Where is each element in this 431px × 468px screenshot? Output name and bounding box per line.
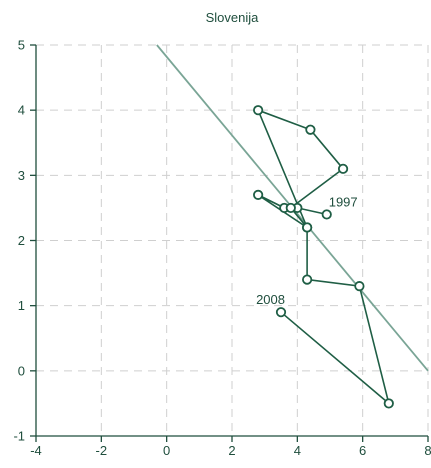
point-annotation: 2008	[256, 292, 285, 307]
data-point	[302, 222, 313, 233]
data-point	[275, 307, 287, 318]
data-point	[354, 281, 365, 292]
point-annotation: 1997	[329, 194, 358, 209]
y-tick-label: 4	[18, 103, 25, 118]
annotations: 1997 2008	[256, 194, 358, 307]
data-point	[253, 189, 264, 200]
data-point	[253, 105, 264, 116]
y-tick-label: 3	[18, 168, 25, 183]
grid-lines	[36, 44, 429, 436]
series-group	[253, 105, 394, 409]
data-point	[383, 398, 394, 409]
y-tick-label: 5	[18, 38, 25, 53]
data-point	[337, 163, 349, 174]
y-tick-label: 2	[18, 233, 25, 248]
x-tick-label: -2	[96, 443, 108, 458]
data-point	[305, 124, 316, 135]
x-tick-label: 0	[163, 443, 170, 458]
series-path	[256, 108, 391, 406]
y-tick-label: -1	[13, 429, 25, 444]
y-tick-label: 0	[18, 363, 25, 378]
x-tick-label: 4	[294, 443, 301, 458]
y-tick-label: 1	[18, 298, 25, 313]
x-tick-label: 2	[228, 443, 235, 458]
x-tick-label: -4	[30, 443, 42, 458]
data-point	[321, 209, 332, 220]
chart-title: Slovenija	[206, 10, 260, 25]
x-tick-label: 6	[359, 443, 366, 458]
data-point	[285, 202, 296, 214]
axes: -4 -2 0 2 4 6 8 -1 0 1 2 3 4 5	[13, 38, 431, 459]
data-point	[302, 274, 313, 285]
x-tick-label: 8	[424, 443, 431, 458]
